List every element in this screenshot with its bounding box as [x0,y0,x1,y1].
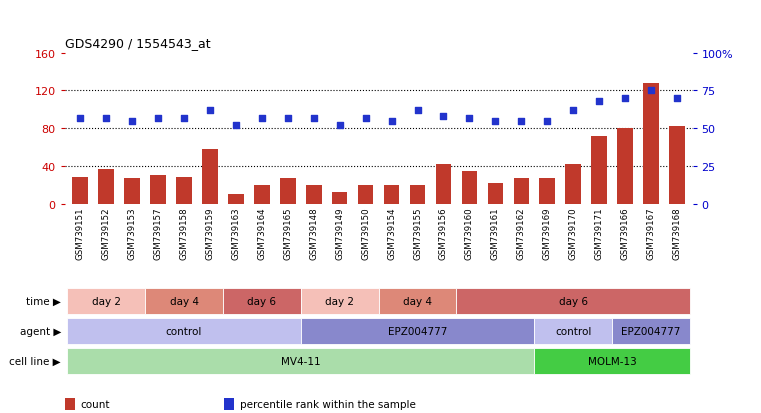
Text: percentile rank within the sample: percentile rank within the sample [240,399,416,409]
Text: GDS4290 / 1554543_at: GDS4290 / 1554543_at [65,37,210,50]
Bar [358,185,374,204]
Point [74,115,86,122]
Text: day 2: day 2 [91,297,121,306]
Bar [488,183,503,204]
Bar [409,185,425,204]
Point [515,118,527,125]
Point [671,95,683,102]
Point [438,114,450,120]
Point [359,115,371,122]
Point [463,115,476,122]
Text: day 2: day 2 [325,297,354,306]
Point [230,123,242,129]
Bar [669,127,685,204]
Point [333,123,345,129]
Point [489,118,501,125]
Bar [124,179,140,204]
Bar [514,179,529,204]
Bar [565,164,581,204]
Text: control: control [555,326,591,336]
Point [282,115,294,122]
Text: EPZ004777: EPZ004777 [621,326,680,336]
Bar [254,185,269,204]
Text: MV4-11: MV4-11 [281,356,320,366]
Bar [384,185,400,204]
Bar [151,176,166,204]
Bar [332,193,348,204]
Text: time ▶: time ▶ [26,297,61,306]
Point [567,107,579,114]
Bar [462,171,477,204]
Point [593,98,605,105]
Bar [435,164,451,204]
Bar [72,178,88,204]
Bar [280,179,295,204]
Point [645,88,657,95]
Text: MOLM-13: MOLM-13 [587,356,636,366]
Text: day 4: day 4 [403,297,432,306]
Point [541,118,553,125]
Point [256,115,268,122]
Bar [540,179,555,204]
Bar [617,129,633,204]
Point [100,115,113,122]
Point [126,118,139,125]
Text: day 4: day 4 [170,297,199,306]
Text: day 6: day 6 [247,297,276,306]
Text: count: count [81,399,110,409]
Text: cell line ▶: cell line ▶ [9,356,61,366]
Bar [228,195,244,204]
Bar [98,169,114,204]
Text: agent ▶: agent ▶ [20,326,61,336]
Point [178,115,190,122]
Point [386,118,398,125]
Bar [177,178,192,204]
Text: EPZ004777: EPZ004777 [388,326,447,336]
Bar [643,84,659,204]
Text: day 6: day 6 [559,297,587,306]
Point [152,115,164,122]
Bar [306,185,321,204]
Point [204,107,216,114]
Bar [591,136,607,204]
Bar [202,150,218,204]
Point [619,95,631,102]
Point [307,115,320,122]
Point [412,107,424,114]
Text: control: control [166,326,202,336]
